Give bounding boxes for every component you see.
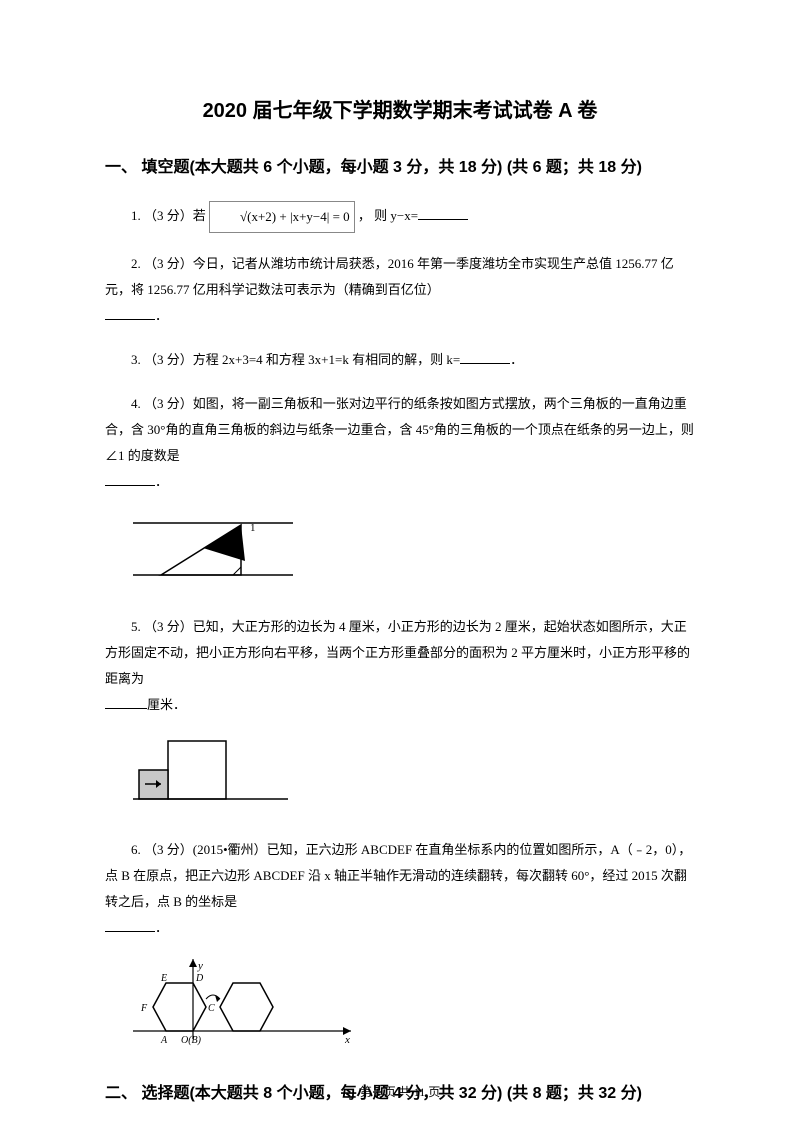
q4-blank: [105, 472, 155, 486]
page-title: 2020 届七年级下学期数学期末考试试卷 A 卷: [105, 95, 695, 127]
q6-blank: [105, 918, 155, 932]
q6-end: ．: [155, 920, 168, 935]
question-1: 1. （3 分）若 √(x+2) + |x+y−4| = 0 ， 则 y−x=: [105, 201, 695, 233]
page-footer: 第 1 页 共 11 页: [0, 1083, 800, 1102]
svg-text:y: y: [197, 960, 203, 972]
question-3: 3. （3 分）方程 2x+3=4 和方程 3x+1=k 有相同的解，则 k= ．: [105, 347, 695, 373]
q1-blank: [418, 206, 468, 220]
q3-end: ．: [510, 352, 523, 367]
question-2: 2. （3 分）今日，记者从潍坊市统计局获悉，2016 年第一季度潍坊全市实现生…: [105, 251, 695, 329]
q4-end: ．: [155, 474, 168, 489]
svg-text:A: A: [160, 1035, 168, 1046]
q5-end: 厘米．: [147, 697, 186, 712]
svg-text:O(B): O(B): [181, 1035, 202, 1046]
svg-text:E: E: [160, 973, 167, 984]
q2-blank: [105, 306, 155, 320]
q1-pre: 1. （3 分）若: [131, 208, 209, 223]
q6-text: 6. （3 分）(2015•衢州）已知，正六边形 ABCDEF 在直角坐标系内的…: [105, 837, 695, 915]
svg-text:C: C: [208, 1003, 215, 1014]
question-6: 6. （3 分）(2015•衢州）已知，正六边形 ABCDEF 在直角坐标系内的…: [105, 837, 695, 941]
q2-text: 2. （3 分）今日，记者从潍坊市统计局获悉，2016 年第一季度潍坊全市实现生…: [105, 251, 695, 303]
q1-post: ， 则 y−x=: [355, 208, 418, 223]
figure-q4: 1: [133, 513, 695, 596]
angle-1-label: 1: [250, 522, 256, 534]
question-4: 4. （3 分）如图，将一副三角板和一张对边平行的纸条按如图方式摆放，两个三角板…: [105, 391, 695, 495]
q3-blank: [460, 350, 510, 364]
q5-blank: [105, 695, 147, 709]
svg-text:D: D: [195, 973, 204, 984]
svg-text:F: F: [140, 1003, 148, 1014]
q5-text: 5. （3 分）已知，大正方形的边长为 4 厘米，小正方形的边长为 2 厘米，起…: [105, 614, 695, 692]
section-1-header: 一、 填空题(本大题共 6 个小题，每小题 3 分，共 18 分) (共 6 题…: [105, 155, 695, 181]
svg-text:x: x: [344, 1034, 350, 1046]
question-5: 5. （3 分）已知，大正方形的边长为 4 厘米，小正方形的边长为 2 厘米，起…: [105, 614, 695, 718]
figure-q6: y x A O(B) C D E F: [133, 959, 695, 1062]
q3-text: 3. （3 分）方程 2x+3=4 和方程 3x+1=k 有相同的解，则 k=: [131, 352, 460, 367]
q4-text: 4. （3 分）如图，将一副三角板和一张对边平行的纸条按如图方式摆放，两个三角板…: [105, 391, 695, 469]
q1-formula: √(x+2) + |x+y−4| = 0: [209, 201, 355, 233]
q2-end: ．: [155, 308, 168, 323]
figure-q5: [133, 736, 695, 819]
